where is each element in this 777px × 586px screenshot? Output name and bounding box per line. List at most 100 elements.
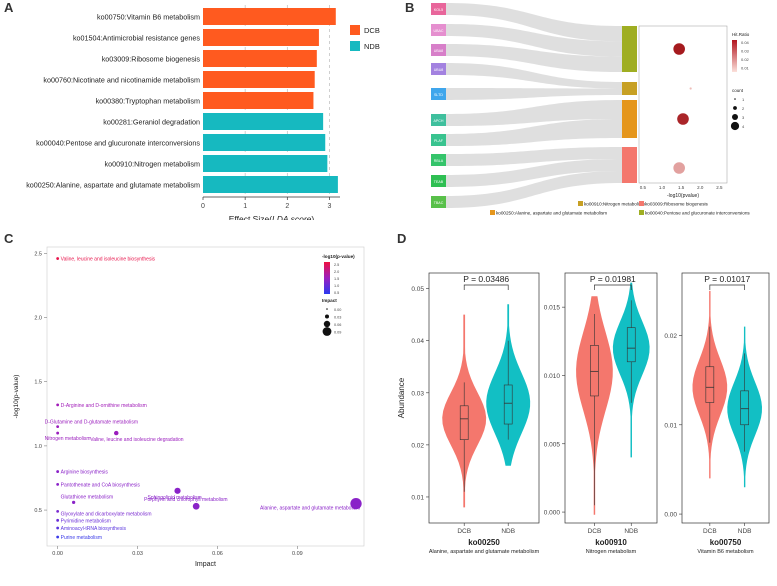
y-tick-label: 0.00 <box>664 512 677 519</box>
bubble-point <box>677 113 689 125</box>
y-axis-title: -log10(p-value) <box>13 375 20 419</box>
x-tick-label: NDB <box>501 528 515 535</box>
panel-label-a: A <box>4 0 14 15</box>
x-axis-title: Impact <box>195 561 216 568</box>
bottom-legend-swatch <box>639 201 644 206</box>
box <box>459 405 469 440</box>
bar-ko00250 <box>203 176 338 193</box>
count-legend-title: count <box>732 88 744 93</box>
scatter-point <box>56 257 60 260</box>
sankey-bubble-chart: KOL5 UBAC UBA8 UBU8 SLTD APCH PLAF RBLA TEAB TBAC… <box>431 3 750 216</box>
y-tick-label: 0.5 <box>34 508 42 514</box>
pathway-node-ko00250 <box>622 100 637 138</box>
bar-ko00380 <box>203 92 314 109</box>
taxon-label: UBAC <box>434 29 444 33</box>
significance-bracket <box>709 284 745 290</box>
bottom-legend-swatch <box>578 201 583 206</box>
bar-label: ko00281:Geraniol degradation <box>103 118 200 127</box>
point-label: Nitrogen metabolism <box>45 436 91 442</box>
bar-label: ko00250:Alanine, aspartate and glutamate… <box>26 181 200 190</box>
bottom-legend-label: ko00040:Pentose and glucuronate intercon… <box>645 211 750 216</box>
x-tick-label: 1 <box>243 203 247 210</box>
p-value-label: P = 0.03486 <box>463 274 509 284</box>
count-legend-label: 4 <box>742 124 745 129</box>
count-legend-dot <box>730 121 740 131</box>
pathway-id: ko00910 <box>595 538 627 547</box>
x-tick-label: NDB <box>624 528 638 535</box>
pathway-name: Alanine, aspartate and glutamate metabol… <box>429 549 540 555</box>
scatter-point <box>56 518 60 522</box>
scatter-point <box>56 509 60 513</box>
point-label: D-Glutamine and D-glutamate metabolism <box>45 420 138 426</box>
bottom-legend-swatch <box>490 210 495 215</box>
taxon-node <box>431 154 446 166</box>
scatter-point <box>72 500 76 504</box>
size-legend-dot <box>325 314 329 319</box>
color-legend-tick: 1.5 <box>334 277 339 281</box>
sankey-flow <box>446 44 622 72</box>
scatter-point <box>350 497 362 510</box>
sankey-flow <box>446 24 622 57</box>
scatter-point <box>56 431 60 435</box>
pathway-node-ko03009 <box>622 82 637 95</box>
point-label: Sphingolipid metabolism <box>148 495 202 501</box>
panel-label-d: D <box>397 231 407 246</box>
scatter-point <box>56 470 60 473</box>
taxon-node <box>431 3 446 15</box>
taxon-node <box>431 134 446 146</box>
taxon-node <box>431 114 446 126</box>
point-label: Alanine, aspartate and glutamate metabol… <box>260 506 360 512</box>
point-label: Porphyrin and chlorophyll metabolism <box>144 497 227 503</box>
hit-legend-title: Hit.Ratio <box>732 32 750 37</box>
point-label: Glyoxylate and dicarboxylate metabolism <box>61 511 152 517</box>
violin-ndb <box>727 326 763 488</box>
taxon-node <box>431 88 446 100</box>
bubble-x-tick: 2.0 <box>697 185 704 190</box>
panel-label-c: C <box>4 231 14 246</box>
point-label: Purine metabolism <box>61 535 102 541</box>
point-label: Pantothenate and CoA biosynthesis <box>61 482 141 488</box>
bar-ko00281 <box>203 113 324 130</box>
significance-bracket <box>463 284 509 290</box>
hit-legend-tick: 0.01 <box>741 66 750 71</box>
x-tick-label: 0 <box>201 203 205 210</box>
color-legend-tick: 2.0 <box>334 270 339 274</box>
x-tick-label: NDB <box>738 528 752 535</box>
legend-label-ndb: NDB <box>364 42 380 51</box>
y-tick-label: 0.000 <box>544 510 561 517</box>
bar-ko01504 <box>203 29 319 46</box>
size-legend-label: 0.03 <box>334 316 341 320</box>
x-tick-label: 0.00 <box>52 551 63 557</box>
color-legend-tick: 2.5 <box>334 263 339 267</box>
scatter-point <box>56 535 60 539</box>
point-label: Aminoacyl-tRNA biosynthesis <box>61 526 127 532</box>
color-legend-bar <box>324 262 330 294</box>
bubble-point <box>673 162 685 174</box>
size-legend-dot <box>326 308 328 310</box>
size-legend-label: 0.00 <box>334 308 341 312</box>
count-legend-dot <box>734 98 736 100</box>
count-legend-dot <box>733 106 737 110</box>
taxon-node <box>431 24 446 36</box>
size-legend-title: Impact <box>322 298 337 303</box>
point-label: Valine, leucine and isoleucine biosynthe… <box>61 257 156 263</box>
bubble-x-tick: 2.5 <box>716 185 723 190</box>
sankey-flow <box>446 171 622 208</box>
x-tick-label: 0.09 <box>292 551 303 557</box>
count-legend-label: 3 <box>742 115 745 120</box>
sankey-flow <box>446 63 622 89</box>
y-tick-label: 0.02 <box>411 442 424 449</box>
pathway-id: ko00250 <box>468 538 500 547</box>
x-tick-label: DCB <box>588 528 602 535</box>
y-tick-label: 0.01 <box>411 494 424 501</box>
y-axis-title: Abundance <box>397 377 406 418</box>
hit-legend-tick: 0.03 <box>741 49 750 54</box>
size-legend-label: 0.09 <box>334 331 341 335</box>
size-legend-dot <box>323 320 331 328</box>
taxon-label: UBU8 <box>434 68 444 72</box>
y-tick-label: 0.015 <box>544 305 561 312</box>
x-tick-label: DCB <box>457 528 471 535</box>
count-legend-label: 2 <box>742 106 745 111</box>
point-label: D-Arginine and D-ornithine metabolism <box>61 403 147 409</box>
taxon-label: TBAC <box>434 201 444 205</box>
